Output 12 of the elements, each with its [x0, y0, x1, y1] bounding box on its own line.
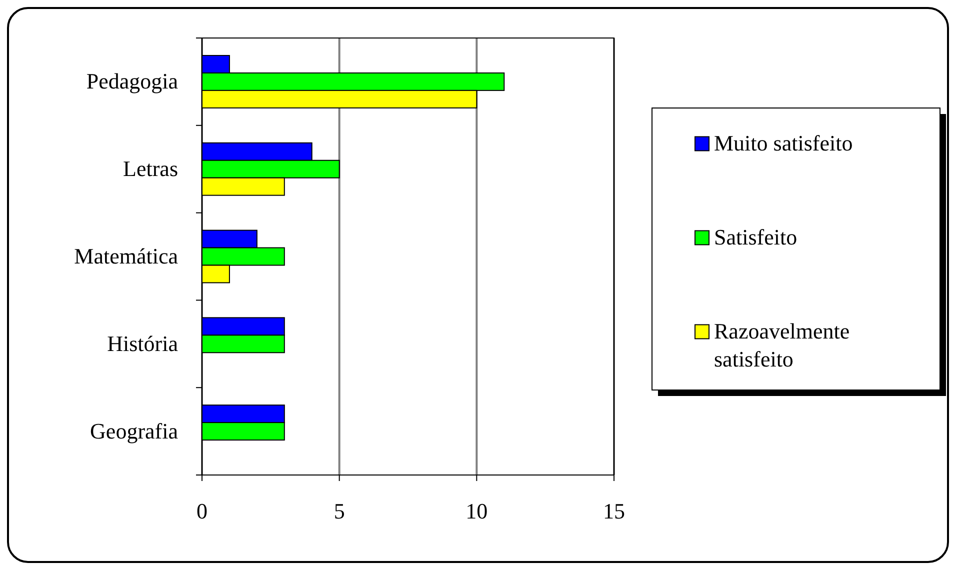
y-tick-label: Matemática [74, 244, 178, 269]
x-tick-label: 10 [466, 498, 488, 524]
x-tick-label: 5 [334, 498, 345, 524]
y-tick-label: Letras [123, 156, 178, 182]
legend-label: Razoavelmente satisfeito [714, 318, 850, 372]
legend-label: Satisfeito [714, 224, 798, 250]
x-tick-label: 0 [196, 498, 208, 524]
y-tick-label: Geografia [90, 418, 178, 444]
y-tick-label: Pedagogia [86, 68, 178, 94]
legend-label: Muito satisfeito [714, 130, 853, 156]
x-tick-label: 15 [603, 498, 625, 524]
y-tick-label: História [107, 330, 178, 356]
